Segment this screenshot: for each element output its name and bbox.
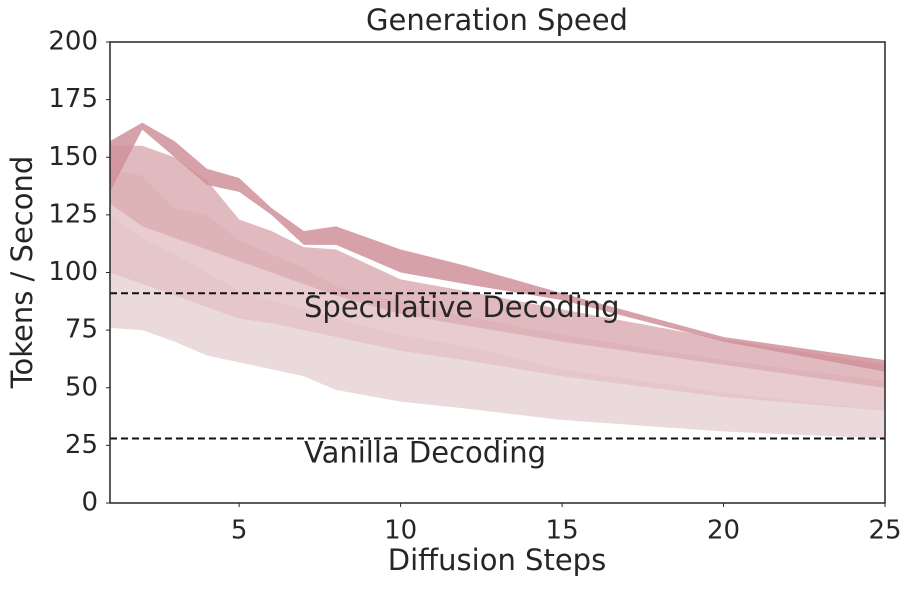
chart-title: Generation Speed [366,3,628,37]
annotation: Vanilla Decoding [304,435,546,469]
band-area [110,168,885,411]
x-tick-label: 20 [707,516,740,546]
plot-frame [109,41,886,504]
y-tick-label: 25 [65,430,98,460]
y-tick-label: 75 [65,315,98,345]
x-tick-label: 15 [546,516,579,546]
x-tick-label: 5 [231,516,248,546]
y-tick-label: 125 [48,199,98,229]
y-tick-label: 100 [48,257,98,287]
y-tick-label: 0 [81,488,98,518]
y-tick-label: 150 [48,142,98,172]
band-area [110,145,885,388]
y-tick-label: 200 [48,27,98,57]
y-tick-label: 50 [65,372,98,402]
x-tick-label: 10 [384,516,417,546]
y-tick-label: 175 [48,84,98,114]
annotation: Speculative Decoding [304,290,620,324]
band-area [110,214,885,439]
x-axis-label: Diffusion Steps [388,543,606,577]
y-axis-label: Tokens / Second [5,156,39,390]
x-tick-label: 25 [868,516,901,546]
